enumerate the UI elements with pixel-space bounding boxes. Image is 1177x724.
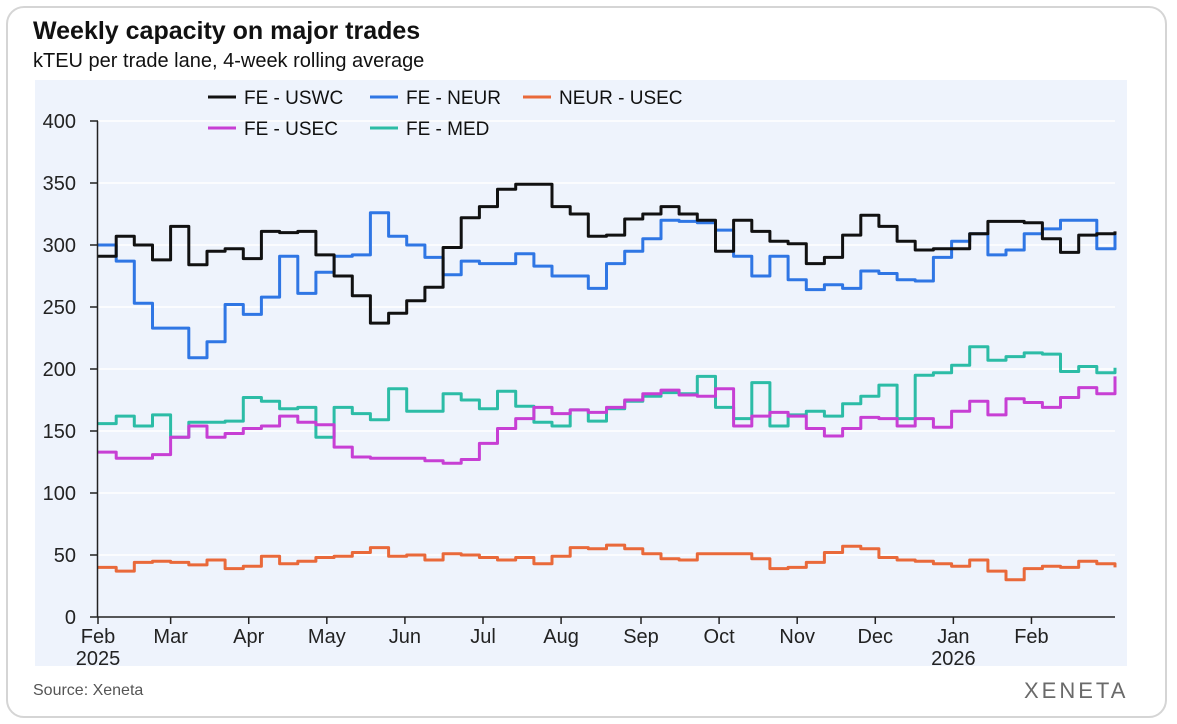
x-tick-label: Jan	[937, 626, 969, 648]
y-tick-label: 50	[54, 545, 76, 567]
y-tick-label: 250	[43, 297, 76, 319]
y-tick-label: 400	[43, 111, 76, 133]
series-line-fe-uswc	[98, 182, 1117, 325]
legend-label: FE - MED	[406, 119, 489, 140]
brand-logo: XENETA	[1024, 678, 1129, 703]
y-tick-label: 350	[43, 173, 76, 195]
series-line-fe-usec	[98, 376, 1117, 465]
series-line-neur-usec	[98, 543, 1117, 582]
x-tick-year-label: 2026	[931, 648, 976, 670]
legend-label: FE - NEUR	[406, 88, 501, 109]
x-tick-label: Jun	[389, 626, 421, 648]
series-line-fe-neur	[98, 211, 1117, 360]
legend-label: FE - USWC	[244, 88, 343, 109]
y-axis-ticks: 0 50 100 150 200 250 300 350 400	[43, 111, 98, 629]
y-tick-label: 100	[43, 483, 76, 505]
legend-label: FE - USEC	[244, 119, 338, 140]
x-tick-label: Oct	[704, 626, 736, 648]
x-tick-label: Mar	[153, 626, 188, 648]
chart-subtitle: kTEU per trade lane, 4-week rolling aver…	[33, 50, 425, 72]
y-gridlines	[98, 120, 1115, 556]
source-note: Source: Xeneta	[33, 682, 144, 699]
x-tick-year-label: 2025	[76, 648, 121, 670]
y-tick-label: 300	[43, 235, 76, 257]
x-tick-label: Jul	[470, 626, 496, 648]
x-tick-label: Nov	[779, 626, 815, 648]
y-tick-label: 0	[65, 607, 76, 629]
chart-title: Weekly capacity on major trades	[33, 17, 421, 45]
legend-label: NEUR - USEC	[559, 88, 683, 109]
legend: FE - USWC FE - NEUR NEUR - USEC FE - USEC FE…	[208, 88, 683, 140]
x-tick-label: Dec	[857, 626, 893, 648]
x-tick-label: Apr	[233, 626, 264, 648]
x-tick-label: May	[308, 626, 346, 648]
x-tick-label: Feb	[1014, 626, 1048, 648]
x-tick-label: Aug	[543, 626, 579, 648]
y-tick-label: 200	[43, 359, 76, 381]
x-tick-label: Feb	[81, 626, 115, 648]
x-tick-label: Sep	[623, 626, 659, 648]
plot-background	[35, 80, 1127, 666]
series-lines	[98, 182, 1117, 582]
y-tick-label: 150	[43, 421, 76, 443]
